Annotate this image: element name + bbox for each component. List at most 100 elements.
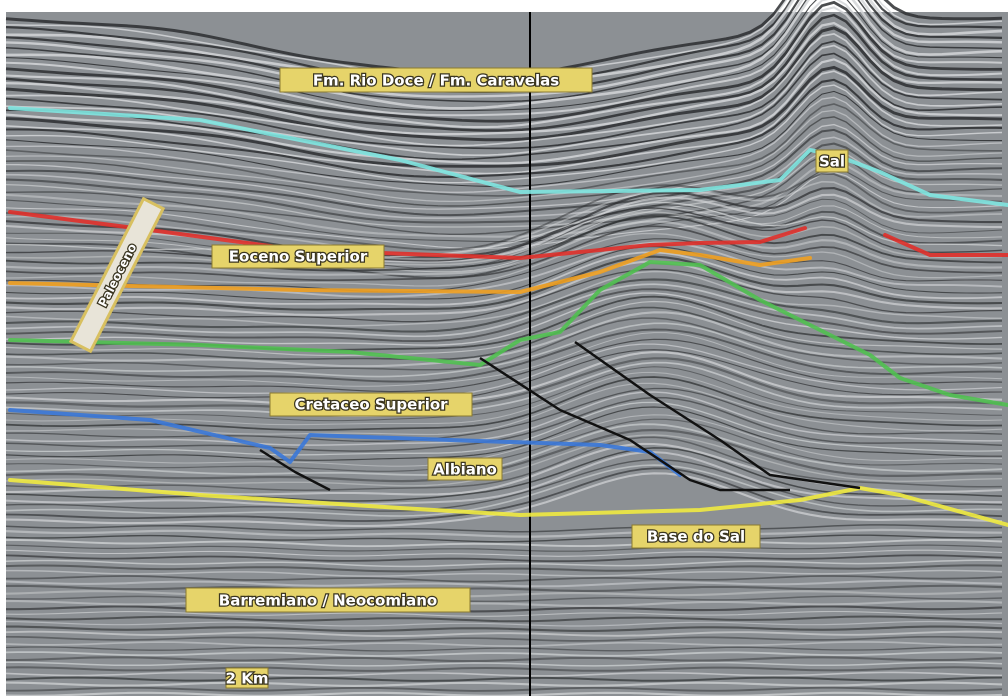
reflection	[6, 382, 1003, 436]
reflection	[5, 414, 1003, 467]
label-text: Albiano	[433, 461, 497, 479]
reflection	[6, 600, 1003, 608]
reflection	[5, 84, 1003, 184]
reflection	[5, 109, 1003, 203]
reflection	[5, 630, 1003, 638]
reflection	[6, 0, 1003, 110]
horizon-red	[883, 233, 1008, 257]
reflection	[5, 681, 1003, 687]
reflection	[5, 317, 1003, 371]
label-text: Base do Sal	[647, 528, 745, 546]
reflection	[5, 201, 1003, 258]
reflection	[6, 575, 1003, 583]
reflection	[5, 322, 1003, 378]
reflection	[5, 436, 1003, 491]
reflection	[5, 338, 1003, 393]
label: Eoceno Superior	[211, 244, 385, 269]
reflection	[5, 595, 1003, 603]
horizon-orange	[8, 248, 812, 294]
reflection	[5, 0, 1003, 98]
horizon-blue	[8, 408, 682, 477]
fault	[259, 448, 331, 492]
reflection	[5, 187, 1002, 258]
reflection	[6, 539, 1003, 548]
label: 2 Km	[224, 667, 270, 689]
reflection	[5, 40, 1003, 150]
label: Base do Sal	[631, 524, 761, 549]
label: Barremiano / Neocomiano	[185, 587, 471, 613]
reflection	[5, 641, 1003, 647]
label: Cretaceo Superior	[269, 392, 473, 417]
reflection	[5, 528, 1003, 538]
reflection	[5, 0, 1003, 123]
reflection	[5, 610, 1003, 617]
reflection	[6, 569, 1003, 577]
reflection	[5, 0, 1003, 103]
reflection	[5, 288, 1003, 343]
label: Sal	[815, 149, 849, 173]
reflection	[5, 311, 1003, 368]
reflection	[5, 220, 1003, 276]
reflections	[5, 0, 1003, 696]
label-text: 2 Km	[226, 670, 269, 688]
reflection	[5, 524, 1003, 533]
reflection	[5, 210, 1003, 279]
horizon-green	[8, 260, 1008, 407]
reflection	[5, 559, 1003, 568]
fault	[479, 356, 790, 492]
reflection	[6, 292, 1003, 346]
reflection	[5, 232, 1003, 287]
reflection	[5, 361, 1003, 417]
reflection	[5, 0, 1003, 112]
reflection	[5, 579, 1003, 588]
reflection	[5, 128, 1003, 217]
reflection	[5, 534, 1003, 543]
reflection	[5, 418, 1003, 472]
reflection	[5, 78, 1003, 178]
reflection	[5, 26, 1002, 142]
reflection	[5, 255, 1003, 311]
reflection	[5, 458, 1003, 512]
reflection	[5, 554, 1003, 563]
reflection	[5, 225, 1003, 282]
reflection	[5, 434, 1003, 487]
reflection	[5, 270, 1003, 327]
reflection	[6, 625, 1003, 633]
reflection	[5, 391, 1003, 446]
reflection	[5, 116, 1003, 207]
reflection	[5, 584, 1003, 593]
reflection	[5, 671, 1003, 677]
reflection	[5, 96, 1003, 193]
label-text: Eoceno Superior	[229, 248, 368, 266]
reflection	[5, 300, 1003, 357]
reflection	[5, 544, 1003, 552]
fault	[574, 340, 861, 490]
reflection	[5, 58, 1002, 165]
reflection	[5, 6, 1003, 129]
reflection	[5, 423, 1003, 476]
reflection	[5, 590, 1003, 598]
reflection	[5, 215, 1003, 272]
reflection	[5, 52, 1003, 161]
horizon-red	[8, 210, 807, 260]
reflection	[5, 44, 1003, 157]
reflection	[5, 666, 1003, 672]
reflection	[5, 428, 1002, 483]
reflection	[5, 173, 1003, 251]
reflection	[5, 467, 1003, 522]
reflection	[5, 278, 1003, 333]
reflection	[5, 646, 1003, 652]
reflection	[5, 564, 1003, 573]
reflection	[5, 180, 1003, 256]
reflection	[6, 357, 1003, 413]
label-text: Barremiano / Neocomiano	[219, 592, 437, 610]
label-text: Sal	[819, 153, 845, 171]
reflection	[5, 70, 1003, 175]
reflection	[5, 103, 1002, 197]
reflection	[5, 615, 1003, 623]
reflection	[5, 656, 1003, 663]
reflection	[5, 283, 1003, 338]
reflection	[5, 371, 1003, 426]
reflection	[5, 268, 1003, 323]
